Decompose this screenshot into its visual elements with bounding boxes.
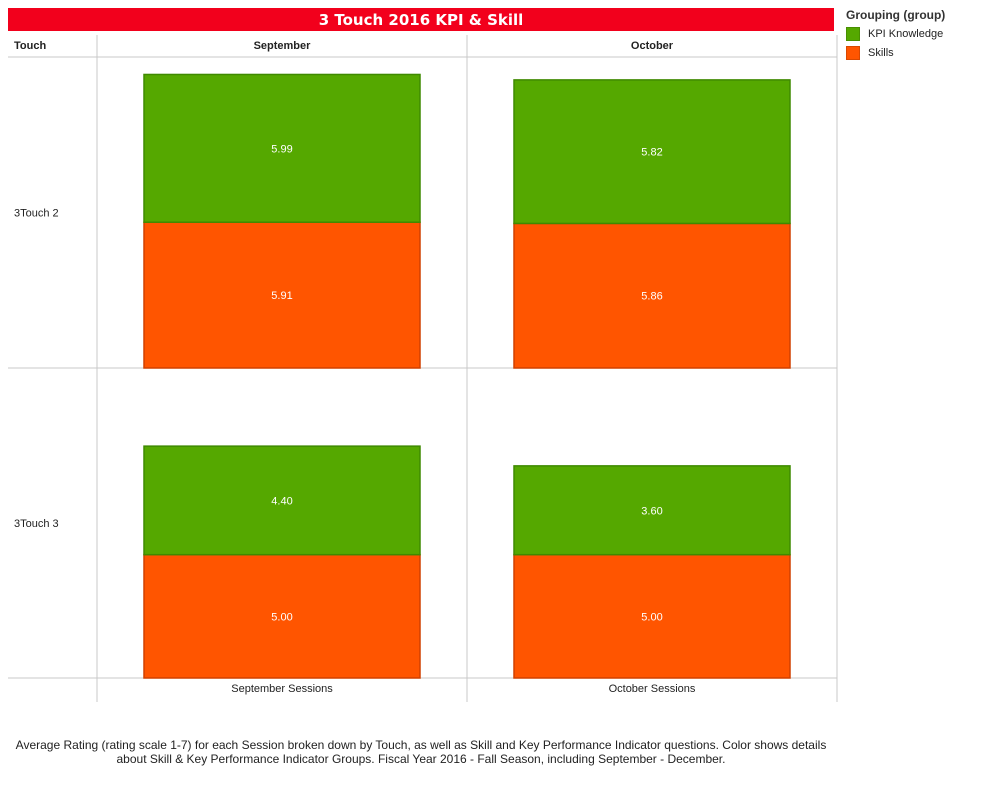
row-label-0: 3Touch 2 xyxy=(14,208,59,220)
legend-swatch-kpi xyxy=(846,27,860,41)
bar-skills-r0-c1 xyxy=(513,222,791,369)
data-label-skills-r0-c0: 5.91 xyxy=(271,290,292,302)
data-label-kpi-r1-c1: 3.60 xyxy=(641,505,662,517)
bar-skills-r0-c0 xyxy=(143,221,421,369)
column-header-0: September xyxy=(254,40,312,52)
bar-kpi-r0-c1 xyxy=(513,79,791,225)
bar-skills-r1-c1 xyxy=(513,553,791,679)
bar-kpi-r1-c1 xyxy=(513,465,791,556)
data-label-kpi-r1-c0: 4.40 xyxy=(271,495,292,507)
chart-title: 3 Touch 2016 KPI & Skill xyxy=(8,8,834,31)
row-label-1: 3Touch 3 xyxy=(14,518,59,530)
data-label-kpi-r0-c0: 5.99 xyxy=(271,143,292,155)
data-label-skills-r1-c0: 5.00 xyxy=(271,611,292,623)
legend-swatch-skills xyxy=(846,46,860,60)
legend-item-kpi[interactable]: KPI Knowledge xyxy=(846,27,945,41)
column-footer-0: September Sessions xyxy=(231,683,333,695)
bar-skills-r1-c0 xyxy=(143,553,421,679)
column-footer-1: October Sessions xyxy=(609,683,696,695)
bar-kpi-r1-c0 xyxy=(143,445,421,556)
row-header-label: Touch xyxy=(14,40,46,52)
legend: Grouping (group) KPI Knowledge Skills xyxy=(846,8,945,60)
data-label-skills-r1-c1: 5.00 xyxy=(641,611,662,623)
legend-label-skills: Skills xyxy=(868,47,894,59)
chart-caption: Average Rating (rating scale 1-7) for ea… xyxy=(15,738,827,766)
legend-item-skills[interactable]: Skills xyxy=(846,46,945,60)
column-header-1: October xyxy=(631,40,674,52)
data-label-kpi-r0-c1: 5.82 xyxy=(641,147,662,159)
legend-title: Grouping (group) xyxy=(846,8,946,22)
legend-label-kpi: KPI Knowledge xyxy=(868,28,944,40)
data-label-skills-r0-c1: 5.86 xyxy=(641,291,662,303)
bar-kpi-r0-c0 xyxy=(143,73,421,223)
